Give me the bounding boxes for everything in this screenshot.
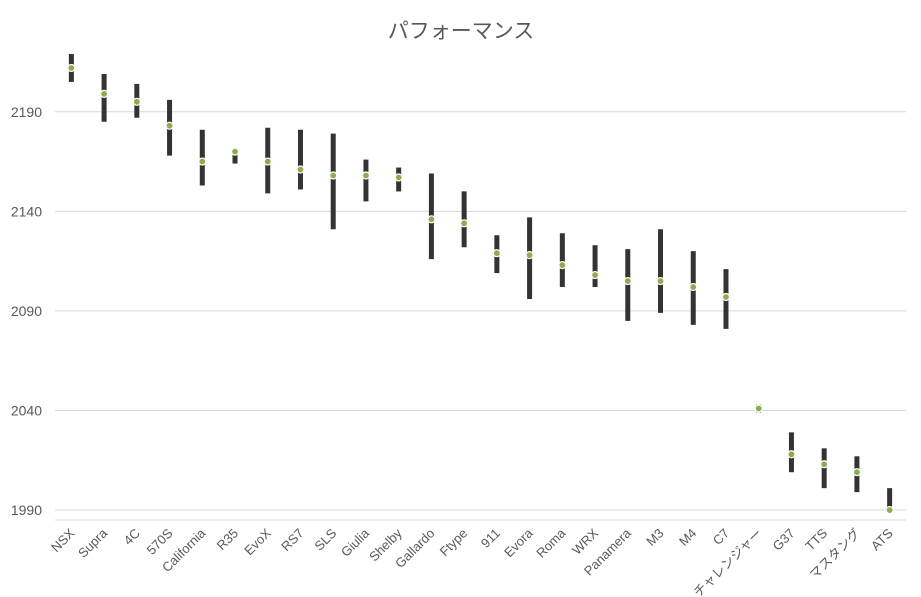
value-marker — [689, 282, 698, 292]
value-marker — [394, 173, 403, 182]
chart-title: パフォーマンス — [388, 19, 535, 43]
value-marker — [590, 270, 600, 280]
price-range-series — [67, 54, 894, 515]
y-tick-label: 2140 — [11, 203, 42, 219]
value-marker — [852, 468, 862, 477]
x-tick-label: 911 — [478, 526, 503, 551]
x-tick-label: G37 — [770, 526, 798, 554]
x-tick-label: NSX — [48, 525, 78, 555]
value-marker — [427, 215, 436, 224]
value-marker — [132, 97, 141, 106]
value-marker — [787, 450, 796, 459]
value-marker — [492, 249, 501, 258]
x-tick-label: RS7 — [278, 526, 306, 554]
value-marker — [329, 171, 338, 180]
value-marker — [558, 261, 567, 270]
x-tick-label: 4C — [121, 526, 143, 548]
value-marker — [656, 276, 665, 286]
value-marker — [525, 251, 534, 260]
y-axis-tick-labels: 1990 2040 2090 2140 2190 — [11, 104, 42, 518]
value-marker — [361, 171, 371, 180]
x-tick-label: Evora — [501, 525, 536, 560]
y-tick-label: 2190 — [11, 104, 42, 120]
x-tick-label: M4 — [676, 526, 699, 549]
y-tick-label: 2040 — [11, 402, 42, 418]
x-tick-label: M3 — [643, 526, 666, 549]
x-tick-label: SLS — [311, 525, 339, 553]
value-marker — [99, 89, 109, 98]
value-marker — [623, 276, 632, 286]
x-tick-label: Ftype — [437, 526, 471, 560]
value-marker — [230, 147, 240, 156]
x-tick-label: TTS — [802, 525, 830, 553]
value-marker — [460, 219, 469, 228]
y-tick-label: 1990 — [11, 502, 42, 518]
value-marker — [198, 157, 207, 166]
value-marker — [754, 404, 763, 413]
value-marker — [67, 63, 76, 73]
value-marker — [263, 157, 272, 166]
y-tick-label: 2090 — [11, 303, 42, 319]
value-marker — [165, 121, 174, 130]
x-tick-label: R35 — [214, 526, 241, 553]
x-tick-label: Roma — [533, 525, 569, 561]
gridlines — [55, 111, 906, 521]
value-marker — [296, 165, 305, 174]
x-tick-label: Supra — [75, 525, 111, 561]
value-marker — [721, 292, 731, 302]
x-tick-label: C7 — [710, 526, 732, 548]
x-tick-label: ATS — [868, 525, 896, 553]
value-marker — [820, 460, 829, 469]
x-tick-label: EvoX — [241, 525, 274, 558]
value-marker — [885, 505, 894, 515]
